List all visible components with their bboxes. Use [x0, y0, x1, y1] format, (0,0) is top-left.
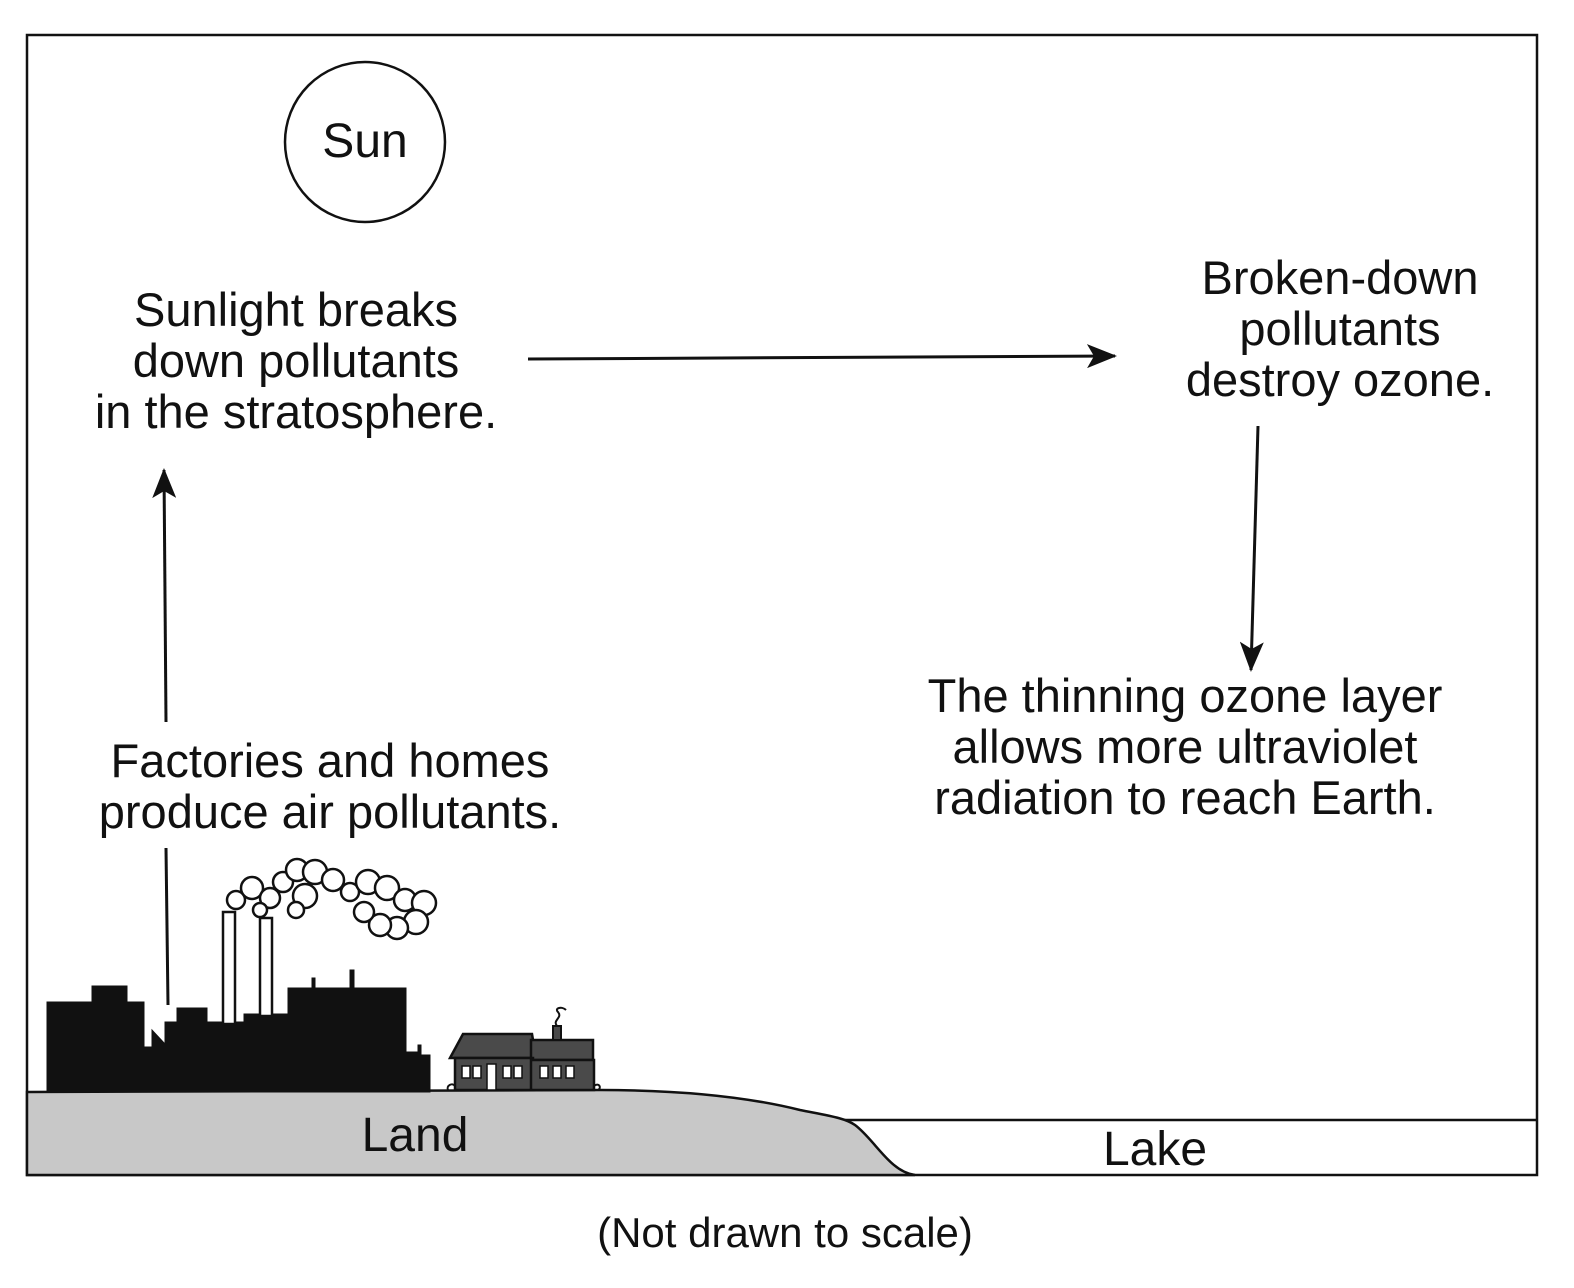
text-line: Broken-down [1201, 251, 1479, 304]
text-line: radiation to reach Earth. [934, 771, 1436, 824]
factory-chimneys [221, 910, 274, 1026]
text-line: allows more ultraviolet [952, 720, 1418, 773]
sun-label: Sun [322, 115, 408, 168]
step-sunlight-text: Sunlight breaks down pollutants in the s… [70, 284, 522, 437]
scale-note: (Not drawn to scale) [597, 1209, 973, 1256]
arrow-sunlight-to-broken-down [527, 344, 1117, 369]
text-line: down pollutants [132, 334, 460, 387]
house-icon [446, 1006, 601, 1092]
land-shape [25, 1088, 916, 1177]
text-line: pollutants [1239, 302, 1441, 355]
land-label: Land [361, 1109, 469, 1162]
text-line: produce air pollutants. [98, 785, 562, 838]
text-line: Sunlight breaks [134, 283, 458, 336]
text-line: in the stratosphere. [94, 385, 498, 438]
step-broken-down-text: Broken-down pollutants destroy ozone. [1140, 252, 1540, 405]
text-line: Factories and homes [110, 734, 550, 787]
factory-silhouette [46, 969, 431, 1093]
step-thinning-ozone-text: The thinning ozone layer allows more ult… [880, 670, 1490, 823]
arrow-factories-to-sunlight-lower [164, 847, 170, 1006]
sun-circle [283, 60, 447, 224]
step-factories-text: Factories and homes produce air pollutan… [60, 735, 600, 837]
smoke-clouds-icon [225, 857, 438, 941]
arrow-broken-down-to-thinning [1239, 425, 1264, 672]
lake-label: Lake [1102, 1123, 1208, 1176]
text-line: The thinning ozone layer [927, 669, 1443, 722]
diagram-frame [25, 33, 1539, 1177]
arrow-factories-to-sunlight [152, 468, 177, 723]
text-line: destroy ozone. [1185, 353, 1495, 406]
